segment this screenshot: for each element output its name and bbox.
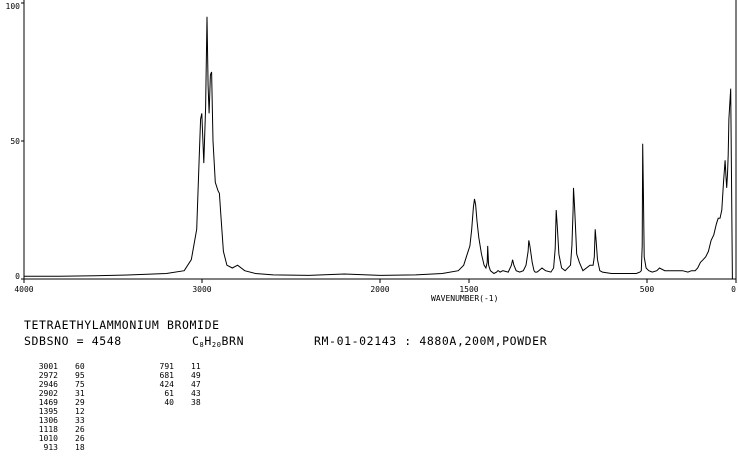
peak-intensity: 11 [191,362,201,371]
peak-wavenumber: 1469 [38,398,58,407]
peak-row: 1306 33 [24,416,124,425]
peak-wavenumber: 3001 [38,362,58,371]
peak-intensity: 95 [75,371,85,380]
peak-intensity: 29 [75,398,85,407]
spectrum-chart: 4000 3000 2000 1500 500 0 0 50 100 WAVENUMBER(-… [6,0,737,303]
peak-wavenumber: 2972 [38,371,58,380]
x-axis-label: WAVENUMBER(-1) [431,294,498,303]
peak-wavenumber: 913 [43,443,58,452]
measurement-info: RM-01-02143 : 4880A,200M,POWDER [314,334,548,348]
x-ticks: 4000 3000 2000 1500 500 0 [14,279,737,294]
peak-wavenumber: 2946 [38,380,58,389]
peak-row: 2902 31 [24,389,124,398]
peak-table-right: 791 11 681 49 424 47 61 43 40 38 [140,362,240,407]
peak-intensity: 12 [75,407,85,416]
peak-intensity: 26 [75,434,85,443]
peak-intensity: 47 [191,380,201,389]
peak-row: 61 43 [140,389,240,398]
peak-wavenumber: 424 [159,380,174,389]
peak-wavenumber: 40 [164,398,174,407]
peak-intensity: 31 [75,389,85,398]
peak-row: 1469 29 [24,398,124,407]
sdbs-number: SDBSNO = 4548 [24,334,122,348]
peak-row: 1010 26 [24,434,124,443]
peak-row: 2946 75 [24,380,124,389]
y-ticks: 0 50 100 [6,2,24,281]
peak-wavenumber: 61 [164,389,174,398]
molecular-formula: C8H20BRN [192,334,245,349]
y-tick-label: 0 [15,272,20,281]
peak-wavenumber: 2902 [38,389,58,398]
peak-row: 1395 12 [24,407,124,416]
y-tick-label: 50 [10,137,20,146]
peak-intensity: 49 [191,371,201,380]
x-tick-label: 2000 [370,285,389,294]
peak-row: 681 49 [140,371,240,380]
peak-row: 1118 26 [24,425,124,434]
x-tick-label: 1500 [459,285,478,294]
peak-row: 913 18 [24,443,124,452]
compound-name: TETRAETHYLAMMONIUM BROMIDE [24,318,220,332]
peak-wavenumber: 1010 [38,434,58,443]
peak-row: 3001 60 [24,362,124,371]
y-tick-label: 100 [6,2,21,11]
peak-intensity: 75 [75,380,85,389]
peak-wavenumber: 791 [159,362,174,371]
peak-row: 791 11 [140,362,240,371]
x-tick-label: 0 [731,285,736,294]
peak-row: 40 38 [140,398,240,407]
plot-frame [23,0,737,280]
peak-wavenumber: 1395 [38,407,58,416]
peak-row: 424 47 [140,380,240,389]
peak-intensity: 18 [75,443,85,452]
peak-intensity: 60 [75,362,85,371]
peak-intensity: 43 [191,389,201,398]
x-tick-label: 4000 [14,285,33,294]
peak-intensity: 26 [75,425,85,434]
peak-wavenumber: 1118 [38,425,58,434]
peak-intensity: 38 [191,398,201,407]
peak-wavenumber: 1306 [38,416,58,425]
peak-row: 2972 95 [24,371,124,380]
peak-wavenumber: 681 [159,371,174,380]
peak-intensity: 33 [75,416,85,425]
x-tick-label: 500 [640,285,655,294]
x-tick-label: 3000 [192,285,211,294]
peak-table-left: 3001 60 2972 95 2946 75 2902 31 1469 29 1395 12 1306… [24,362,124,452]
spectrum-line [24,16,735,280]
